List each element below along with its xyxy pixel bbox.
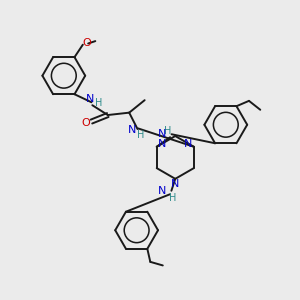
Text: N: N xyxy=(171,179,179,189)
Text: N: N xyxy=(158,186,166,196)
Text: N: N xyxy=(184,140,193,149)
Text: N: N xyxy=(158,140,166,149)
Text: O: O xyxy=(82,118,91,128)
Text: H: H xyxy=(164,126,172,136)
Text: H: H xyxy=(137,130,145,140)
Text: H: H xyxy=(94,98,102,108)
Text: N: N xyxy=(128,124,136,135)
Text: N: N xyxy=(158,129,166,139)
Text: N: N xyxy=(86,94,94,104)
Text: O: O xyxy=(82,38,91,49)
Text: H: H xyxy=(169,193,177,203)
